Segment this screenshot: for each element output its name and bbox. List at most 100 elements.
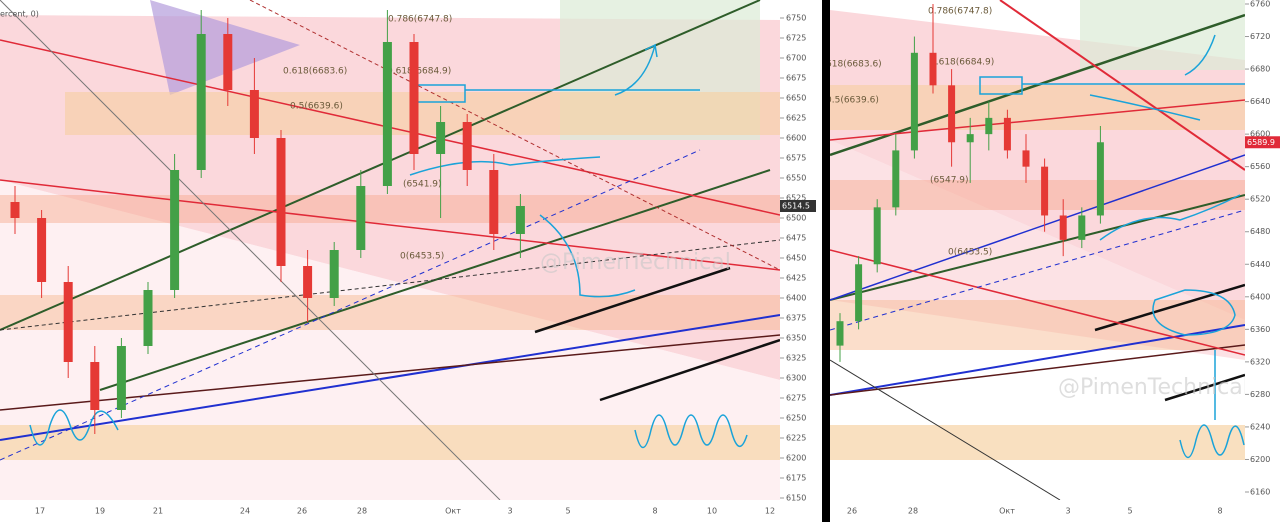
y-tick-label: 6240 (1250, 422, 1270, 431)
x-tick-label: 8 (652, 507, 657, 516)
fib-label: (6547.9) (930, 176, 969, 186)
y-tick-label: 6650 (786, 94, 806, 103)
y-tick-label: 6680 (1250, 65, 1270, 74)
candle-body (873, 207, 881, 265)
candle-body (1059, 215, 1067, 240)
x-tick-label: Окт (999, 507, 1015, 516)
y-tick-label: 6550 (786, 174, 806, 183)
candle-body (90, 362, 100, 410)
y-tick-label: 6480 (1250, 227, 1270, 236)
x-tick-label: 24 (240, 507, 250, 516)
candle-body (329, 250, 339, 298)
price-tag: 6589.9 (1247, 138, 1275, 147)
y-tick-label: 6750 (786, 14, 806, 23)
x-tick-label: 26 (297, 507, 307, 516)
candle-body (892, 150, 900, 208)
y-tick-label: 6160 (1250, 488, 1270, 497)
y-tick-label: 6600 (1250, 130, 1270, 139)
candle-body (10, 202, 20, 218)
candle-body (836, 321, 844, 346)
y-tick-label: 6400 (1250, 292, 1270, 301)
x-tick-label: 21 (153, 507, 163, 516)
y-tick-label: 6425 (786, 274, 806, 283)
fib-label: (6541.9) (403, 180, 442, 190)
x-tick-label: 5 (1127, 507, 1132, 516)
y-tick-label: 6275 (786, 394, 806, 403)
y-tick-label: 6625 (786, 114, 806, 123)
y-tick-label: 6250 (786, 414, 806, 423)
fib-label: 0.618(6684.9) (930, 58, 994, 68)
candle-body (948, 85, 956, 143)
y-tick-label: 6360 (1250, 325, 1270, 334)
y-tick-label: 6325 (786, 354, 806, 363)
y-tick-label: 6700 (786, 54, 806, 63)
y-tick-label: 6640 (1250, 97, 1270, 106)
x-tick-label: 8 (1217, 507, 1222, 516)
candle-body (1096, 142, 1104, 216)
price-tag-bg (780, 200, 816, 212)
candle-body (196, 34, 206, 170)
y-tick-label: 6200 (1250, 455, 1270, 464)
x-tick-label: 3 (1065, 507, 1070, 516)
x-tick-label: 26 (847, 507, 857, 516)
fib-label: 618(6683.6) (826, 60, 882, 70)
x-tick-label: Окт (445, 507, 461, 516)
candle-body (409, 42, 419, 154)
y-tick-label: 6560 (1250, 162, 1270, 171)
x-tick-label: 10 (707, 507, 717, 516)
right-drawings (830, 0, 1245, 500)
y-tick-label: 6600 (786, 134, 806, 143)
left-drawings (0, 0, 780, 500)
fib-label: 0.786(6747.8) (928, 7, 992, 17)
y-tick-label: 6200 (786, 454, 806, 463)
fib-label: 0(6453.5) (948, 248, 992, 258)
y-tick-label: 6225 (786, 434, 806, 443)
fib-label: 0.618(6683.6) (283, 67, 347, 77)
x-tick-label: 28 (908, 507, 918, 516)
y-tick-label: 6725 (786, 34, 806, 43)
candle-body (276, 138, 286, 266)
x-tick-label: 12 (765, 507, 775, 516)
candle-body (63, 282, 73, 362)
candle-body (1041, 166, 1049, 216)
candle-body (462, 122, 472, 170)
y-tick-label: 6375 (786, 314, 806, 323)
y-tick-label: 6475 (786, 234, 806, 243)
fib-label: 0(6453.5) (400, 252, 444, 262)
candle-body (515, 206, 525, 234)
y-tick-label: 6150 (786, 494, 806, 503)
y-tick-label: 6400 (786, 294, 806, 303)
y-tick-label: 6175 (786, 474, 806, 483)
fib-label: 0.618(6684.9) (387, 67, 451, 77)
panel: 0.786(6747.8) 618(6683.6) 0.618(6684.9) 0.5… (826, 4, 1245, 400)
candle-body (855, 264, 863, 322)
fib-label: 0.5(6639.6) (826, 96, 879, 106)
y-tick-label: 6760 (1250, 0, 1270, 9)
y-tick-label: 6280 (1250, 390, 1270, 399)
fib-label: 0.786(6747.8) (388, 15, 452, 25)
candle-body (170, 170, 180, 290)
y-tick-label: 6720 (1250, 32, 1270, 41)
y-tick-label: 6440 (1250, 260, 1270, 269)
x-tick-label: 3 (507, 507, 512, 516)
fib-label: 0.5(6639.6) (290, 102, 343, 112)
candle-body (37, 218, 47, 282)
candle-body (116, 346, 126, 410)
y-tick-label: 6525 (786, 194, 806, 203)
candle-body (223, 34, 233, 90)
candle-body (382, 42, 392, 186)
x-tick-label: 19 (95, 507, 105, 516)
y-tick-label: 6320 (1250, 357, 1270, 366)
candle-body (436, 122, 446, 154)
candle-body (143, 290, 153, 346)
candle-body (929, 52, 937, 86)
candle-body (1078, 215, 1086, 240)
y-tick-label: 6450 (786, 254, 806, 263)
candle-body (303, 266, 313, 298)
candle-body (1003, 117, 1011, 151)
x-tick-label: 28 (357, 507, 367, 516)
legend: ercent, 0) (0, 10, 39, 19)
x-tick-label: 17 (35, 507, 45, 516)
y-tick-label: 6300 (786, 374, 806, 383)
